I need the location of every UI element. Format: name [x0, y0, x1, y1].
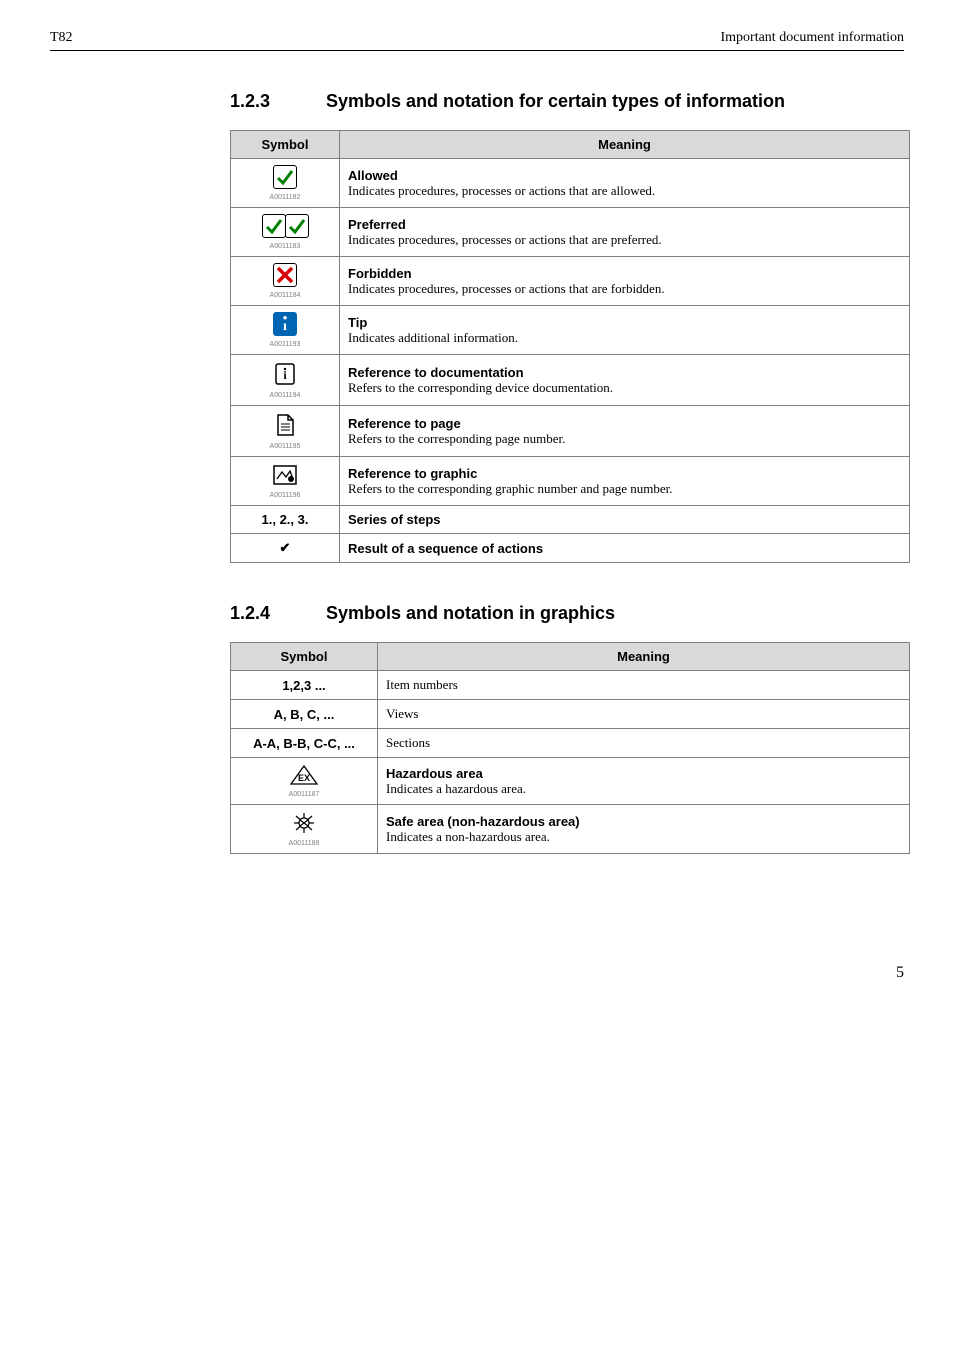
hazardous-icon: EX [289, 764, 319, 789]
page-number: 5 [0, 924, 954, 1002]
preferred-icon [262, 214, 309, 241]
table-row: A0011183 Preferred Indicates procedures,… [231, 208, 910, 257]
table-row: ● ı A0011193 Tip Indicates additional in… [231, 306, 910, 355]
svg-text:EX: EX [298, 773, 310, 783]
symbols-info-table: Symbol Meaning A0011182 Allowed Indicate… [230, 130, 910, 563]
allowed-icon [273, 165, 297, 192]
section-1-2-4-heading: 1.2.4 Symbols and notation in graphics [230, 603, 904, 624]
table-row: 1., 2., 3. Series of steps [231, 506, 910, 534]
section-title-123: Symbols and notation for certain types o… [326, 91, 785, 112]
col-symbol-2: Symbol [231, 643, 378, 671]
forbidden-icon [273, 263, 297, 290]
header-left: T82 [50, 30, 73, 46]
ref-graphic-icon [271, 463, 299, 490]
table-row: A0011195 Reference to page Refers to the… [231, 406, 910, 457]
tip-icon: ● ı [273, 312, 297, 339]
section-num-123: 1.2.3 [230, 91, 326, 112]
table-row: A0011182 Allowed Indicates procedures, p… [231, 159, 910, 208]
col-meaning: Meaning [340, 131, 910, 159]
col-meaning-2: Meaning [378, 643, 910, 671]
section-title-124: Symbols and notation in graphics [326, 603, 615, 624]
header-right: Important document information [720, 30, 904, 46]
ref-page-icon [273, 412, 297, 441]
section-1-2-3-heading: 1.2.3 Symbols and notation for certain t… [230, 91, 904, 112]
table-row: ✔ Result of a sequence of actions [231, 534, 910, 563]
table-row: A0011196 Reference to graphic Refers to … [231, 457, 910, 506]
table-row: EX A0011187 Hazardous area Indicates a h… [231, 758, 910, 805]
table-row: 1,2,3 ... Item numbers [231, 671, 910, 700]
safe-area-icon [291, 811, 317, 838]
table-row: A0011184 Forbidden Indicates procedures,… [231, 257, 910, 306]
ref-doc-icon: i [272, 361, 298, 390]
col-symbol: Symbol [231, 131, 340, 159]
table-row: i A0011194 Reference to documentation Re… [231, 355, 910, 406]
table-row: A-A, B-B, C-C, ... Sections [231, 729, 910, 758]
table-row: A0011188 Safe area (non-hazardous area) … [231, 805, 910, 854]
symbols-graphics-table: Symbol Meaning 1,2,3 ... Item numbers A,… [230, 642, 910, 854]
section-num-124: 1.2.4 [230, 603, 326, 624]
table-row: A, B, C, ... Views [231, 700, 910, 729]
